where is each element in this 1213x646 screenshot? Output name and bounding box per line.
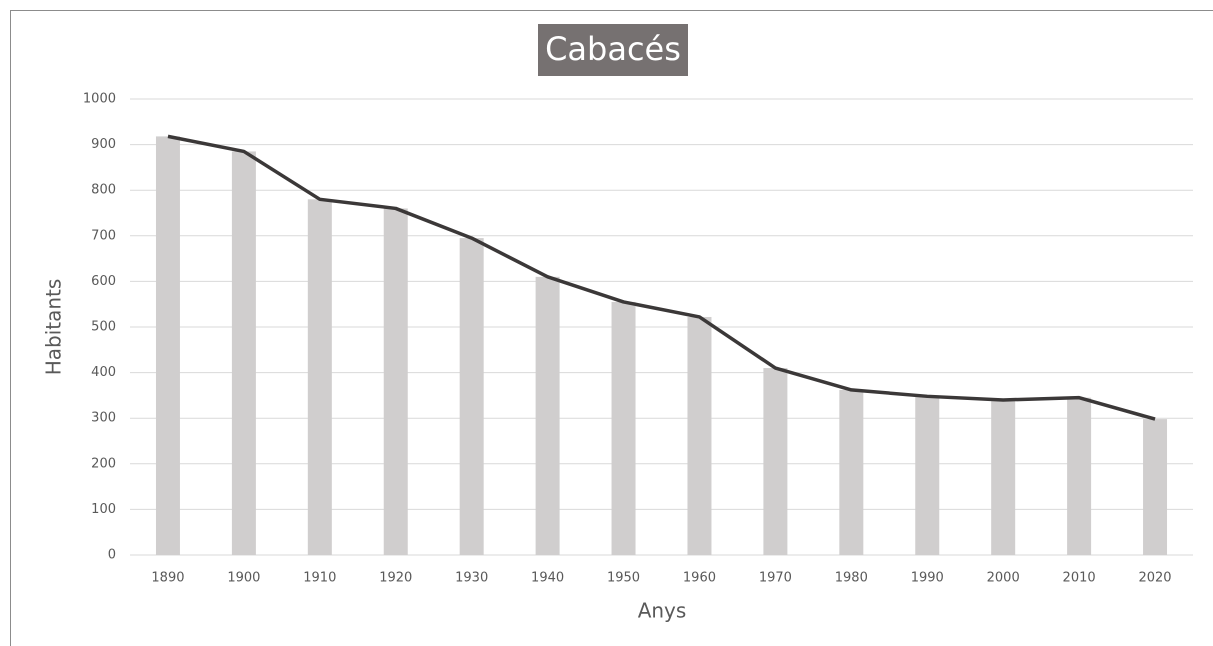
title-box <box>538 24 688 76</box>
x-tick-label: 1890 <box>151 571 184 586</box>
y-tick-label: 100 <box>91 502 116 517</box>
bar <box>611 301 636 555</box>
x-tick-label: 1940 <box>531 571 564 586</box>
x-tick-label: 1900 <box>227 571 260 586</box>
bar <box>231 151 256 555</box>
bar <box>991 399 1016 555</box>
chart-frame <box>10 10 1213 646</box>
y-tick-label: 400 <box>91 365 116 380</box>
bar <box>687 316 712 555</box>
y-tick-label: 200 <box>91 456 116 471</box>
bar <box>763 368 788 555</box>
y-tick-label: 0 <box>108 548 116 563</box>
x-tick-label: 1970 <box>759 571 792 586</box>
line <box>167 134 1156 421</box>
bar <box>1143 419 1168 555</box>
x-axis-label: Anys <box>638 599 687 623</box>
bar <box>155 136 180 555</box>
y-axis-label: Habitants <box>42 279 66 376</box>
bar <box>459 238 484 555</box>
y-tick-label: 900 <box>91 137 116 152</box>
chart-title: Cabacés <box>545 30 681 68</box>
x-tick-label: 2010 <box>1063 571 1096 586</box>
x-tick-label: 1980 <box>835 571 868 586</box>
x-tick-label: 2020 <box>1138 571 1171 586</box>
bar <box>839 389 864 555</box>
x-tick-label: 1920 <box>379 571 412 586</box>
x-tick-label: 1960 <box>683 571 716 586</box>
x-tick-label: 2000 <box>987 571 1020 586</box>
x-tick-label: 1990 <box>911 571 944 586</box>
y-tick-label: 800 <box>91 183 116 198</box>
x-tick-label: 1930 <box>455 571 488 586</box>
bar <box>1067 397 1092 555</box>
x-tick-label: 1910 <box>303 571 336 586</box>
bar <box>915 396 940 555</box>
y-tick-label: 1000 <box>83 92 116 107</box>
bar <box>535 276 560 555</box>
y-tick-label: 300 <box>91 411 116 426</box>
bar <box>307 199 332 555</box>
bar <box>383 208 408 555</box>
y-tick-label: 500 <box>91 320 116 335</box>
y-tick-label: 700 <box>91 228 116 243</box>
x-tick-label: 1950 <box>607 571 640 586</box>
y-tick-label: 600 <box>91 274 116 289</box>
